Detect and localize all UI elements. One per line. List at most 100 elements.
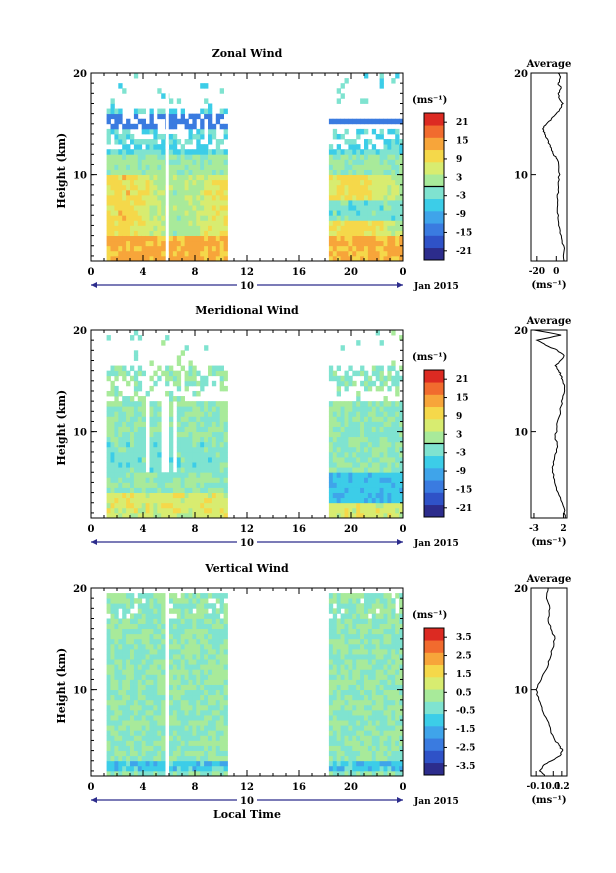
heatmap-cell (367, 215, 373, 221)
heatmap-cell (379, 406, 384, 412)
heatmap-cell (223, 250, 228, 257)
heatmap-cell (180, 421, 185, 427)
heatmap-cell (328, 725, 334, 731)
heatmap-cell (172, 179, 178, 186)
heatmap-cell (141, 179, 146, 186)
heatmap-cell (336, 593, 341, 599)
heatmap-cell (192, 654, 197, 660)
heatmap-cell (399, 159, 404, 165)
heatmap-cell (200, 623, 205, 630)
heatmap-cell (133, 431, 139, 438)
heatmap-cell (153, 598, 158, 604)
heatmap-cell (106, 674, 111, 680)
heatmap-cell (367, 765, 373, 772)
heatmap-cell (375, 421, 380, 427)
heatmap-cell (172, 184, 178, 191)
heatmap-cell (395, 73, 400, 79)
heatmap-cell (375, 436, 380, 443)
heatmap-cell (215, 446, 221, 453)
heatmap-cell (399, 684, 404, 691)
heatmap-cell (130, 451, 135, 458)
heatmap-cell (157, 715, 162, 721)
heatmap-cell (391, 613, 396, 619)
heatmap-cell (180, 230, 185, 236)
profile-y-tick-label: 10 (514, 428, 528, 439)
heatmap-cell (387, 365, 392, 372)
heatmap-cell (208, 436, 213, 443)
heatmap-cell (192, 598, 197, 604)
heatmap-cell (399, 664, 404, 670)
heatmap-cell (204, 725, 209, 731)
heatmap-cell (211, 380, 217, 387)
heatmap-cell (106, 230, 111, 236)
heatmap-cell (395, 628, 400, 635)
heatmap-cell (379, 745, 384, 751)
heatmap-cell (204, 694, 209, 701)
heatmap-cell (364, 225, 369, 231)
heatmap-cell (118, 108, 123, 115)
heatmap-cell (184, 467, 189, 473)
heatmap-cell (208, 133, 213, 140)
heatmap-cell (114, 230, 119, 236)
heatmap-cell (364, 416, 369, 422)
heatmap-cell (211, 250, 217, 257)
heatmap-cell (188, 225, 193, 231)
heatmap-cell (367, 603, 373, 609)
heatmap-cell (336, 462, 341, 468)
heatmap-cell (364, 618, 369, 624)
heatmap-cell (106, 210, 111, 216)
heatmap-cell (360, 704, 365, 711)
heatmap-cell (328, 502, 334, 509)
heatmap-cell (383, 200, 388, 206)
heatmap-cell (153, 502, 158, 509)
heatmap-cell (106, 205, 111, 211)
heatmap-cell (352, 139, 357, 145)
heatmap-cell (336, 760, 341, 767)
heatmap-cell (110, 205, 115, 211)
heatmap-cell (184, 370, 189, 377)
heatmap-cell (391, 360, 396, 366)
heatmap-cell (223, 770, 228, 777)
heatmap-cell (364, 654, 369, 660)
heatmap-cell (176, 159, 182, 165)
heatmap-cell (399, 431, 404, 438)
colorbar-tick-label: -3 (456, 192, 466, 202)
heatmap-cell (141, 250, 146, 257)
heatmap-cell (192, 210, 197, 216)
heatmap-cell (137, 755, 143, 762)
heatmap-cell (196, 390, 201, 397)
heatmap-cell (379, 699, 384, 706)
heatmap-cell (106, 370, 111, 377)
heatmap-cell (332, 492, 338, 499)
heatmap-cell (399, 608, 404, 614)
heatmap-cell (133, 457, 139, 463)
heatmap-cell (196, 492, 201, 499)
heatmap-cell (344, 694, 349, 701)
heatmap-cell (391, 230, 396, 236)
heatmap-cell (352, 472, 357, 478)
heatmap-cell (161, 598, 166, 604)
heatmap-cell (118, 174, 123, 181)
heatmap-cell (383, 235, 388, 242)
heatmap-cell (211, 638, 217, 645)
heatmap-cell (153, 487, 158, 493)
heatmap-cell (352, 487, 357, 493)
heatmap-cell (126, 648, 131, 655)
heatmap-cell (371, 245, 377, 252)
heatmap-cell (118, 205, 123, 211)
heatmap-cell (340, 406, 345, 412)
heatmap-cell (157, 406, 162, 412)
heatmap-cell (211, 659, 217, 665)
heatmap-cell (223, 502, 228, 509)
heatmap-cell (328, 709, 334, 716)
heatmap-cell (192, 194, 197, 201)
heatmap-cell (133, 426, 139, 433)
heatmap-cell (364, 431, 369, 438)
heatmap-cell (192, 123, 197, 130)
heatmap-cell (348, 179, 353, 186)
heatmap-cell (219, 210, 224, 216)
heatmap-cell (106, 492, 111, 499)
heatmap-cell (367, 699, 373, 706)
heatmap-cell (172, 750, 178, 757)
heatmap-cell (126, 669, 131, 675)
